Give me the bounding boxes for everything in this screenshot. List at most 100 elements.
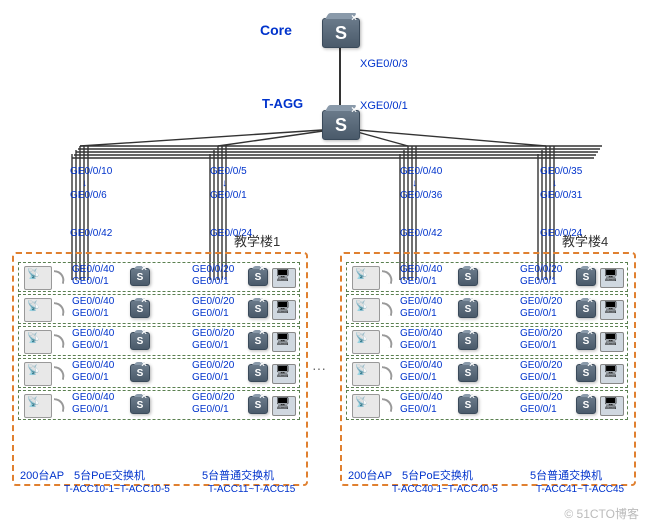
fanout-port-arrow: ↓	[82, 178, 87, 190]
access-switch-icon: S	[576, 396, 596, 414]
building-title: 教学楼4	[562, 234, 608, 250]
row-port-right-top: GE0/0/20	[192, 264, 234, 276]
row-port-right-top: GE0/0/20	[520, 360, 562, 372]
fanout-port-top: GE0/0/40	[400, 166, 442, 178]
normal-switch-range: T-ACC11~T-ACC15	[208, 484, 295, 496]
row-port-right-bot: GE0/0/1	[520, 276, 557, 288]
fanout-port-bot: GE0/0/31	[540, 190, 582, 202]
fanout-port-bot: GE0/0/6	[70, 190, 107, 202]
row-port-right-top: GE0/0/20	[192, 360, 234, 372]
uplink-top-label: XGE0/0/3	[360, 58, 408, 71]
ap-icon	[352, 298, 380, 322]
ellipsis: ···	[312, 360, 326, 376]
poe-switch-label: 5台PoE交换机	[402, 470, 473, 483]
row-port-right-bot: GE0/0/1	[192, 308, 229, 320]
access-switch-icon: S	[576, 300, 596, 318]
fanout-port-top: GE0/0/5	[210, 166, 247, 178]
ap-icon	[352, 394, 380, 418]
row-port-left-top: GE0/0/40	[400, 392, 442, 404]
fanout-port-bot: GE0/0/1	[210, 190, 247, 202]
fanout-port-arrow: ↓	[552, 178, 557, 190]
poe-switch-icon: S	[130, 268, 150, 286]
poe-switch-icon: S	[130, 332, 150, 350]
row-port-left-bot: GE0/0/1	[72, 404, 109, 416]
row-port-right-bot: GE0/0/1	[520, 372, 557, 384]
row-port-right-bot: GE0/0/1	[520, 404, 557, 416]
poe-switch-icon: S	[130, 300, 150, 318]
normal-switch-label: 5台普通交换机	[530, 470, 602, 483]
ap-icon	[24, 298, 52, 322]
pc-icon	[272, 396, 296, 416]
row-port-right-top: GE0/0/20	[520, 264, 562, 276]
pc-icon	[272, 268, 296, 288]
fanout-port-top: GE0/0/10	[70, 166, 112, 178]
access-switch-icon: S	[248, 332, 268, 350]
row-port-right-bot: GE0/0/1	[192, 340, 229, 352]
row-port-left-bot: GE0/0/1	[400, 276, 437, 288]
ap-icon	[352, 266, 380, 290]
row-port-right-top: GE0/0/20	[520, 392, 562, 404]
pc-icon	[272, 300, 296, 320]
pc-icon	[600, 364, 624, 384]
poe-switch-icon: S	[130, 364, 150, 382]
ap-icon	[24, 362, 52, 386]
row-port-left-top: GE0/0/40	[72, 264, 114, 276]
ap-icon	[24, 330, 52, 354]
uplink-bottom-label: XGE0/0/1	[360, 100, 408, 113]
fanout-port-arrow: ↓	[412, 178, 417, 190]
fanout-port-top: GE0/0/35	[540, 166, 582, 178]
row-port-right-top: GE0/0/20	[192, 392, 234, 404]
row-port-left-top: GE0/0/40	[72, 360, 114, 372]
poe-switch-icon: S	[458, 268, 478, 286]
row-port-left-bot: GE0/0/1	[72, 308, 109, 320]
poe-switch-range: T-ACC10-1~T-ACC10-5	[64, 484, 170, 496]
row-port-left-top: GE0/0/40	[400, 328, 442, 340]
fanout-vlan: GE0/0/42	[400, 228, 442, 240]
row-port-right-top: GE0/0/20	[192, 296, 234, 308]
pc-icon	[600, 300, 624, 320]
access-switch-icon: S	[248, 396, 268, 414]
row-port-left-bot: GE0/0/1	[400, 404, 437, 416]
row-port-right-top: GE0/0/20	[192, 328, 234, 340]
poe-switch-icon: S	[458, 364, 478, 382]
ap-icon	[24, 266, 52, 290]
row-port-left-bot: GE0/0/1	[72, 372, 109, 384]
fanout-port-bot: GE0/0/36	[400, 190, 442, 202]
row-port-right-bot: GE0/0/1	[520, 308, 557, 320]
watermark: © 51CTO博客	[564, 505, 639, 522]
tagg-switch-icon: S	[322, 110, 360, 140]
pc-icon	[600, 268, 624, 288]
poe-switch-icon: S	[458, 396, 478, 414]
pc-icon	[600, 332, 624, 352]
access-switch-icon: S	[576, 364, 596, 382]
poe-switch-icon: S	[458, 332, 478, 350]
row-port-left-top: GE0/0/40	[72, 392, 114, 404]
pc-icon	[600, 396, 624, 416]
row-port-right-top: GE0/0/20	[520, 328, 562, 340]
access-switch-icon: S	[576, 332, 596, 350]
row-port-left-top: GE0/0/40	[400, 360, 442, 372]
row-port-right-bot: GE0/0/1	[192, 276, 229, 288]
tagg-label: T-AGG	[262, 96, 303, 112]
row-port-left-bot: GE0/0/1	[400, 372, 437, 384]
access-switch-icon: S	[576, 268, 596, 286]
row-port-right-bot: GE0/0/1	[520, 340, 557, 352]
row-port-left-top: GE0/0/40	[72, 328, 114, 340]
poe-switch-icon: S	[130, 396, 150, 414]
ap-icon	[24, 394, 52, 418]
fanout-vlan: GE0/0/42	[70, 228, 112, 240]
access-switch-icon: S	[248, 300, 268, 318]
core-switch-icon: S	[322, 18, 360, 48]
normal-switch-label: 5台普通交换机	[202, 470, 274, 483]
pc-icon	[272, 332, 296, 352]
ap-icon	[352, 330, 380, 354]
row-port-left-top: GE0/0/40	[72, 296, 114, 308]
access-switch-icon: S	[248, 268, 268, 286]
row-port-left-bot: GE0/0/1	[400, 340, 437, 352]
normal-switch-range: T-ACC41~T-ACC45	[536, 484, 624, 496]
core-label: Core	[260, 22, 292, 39]
building-title: 教学楼1	[234, 234, 280, 250]
access-switch-icon: S	[248, 364, 268, 382]
poe-switch-label: 5台PoE交换机	[74, 470, 145, 483]
poe-switch-range: T-ACC40-1~T-ACC40-5	[392, 484, 498, 496]
